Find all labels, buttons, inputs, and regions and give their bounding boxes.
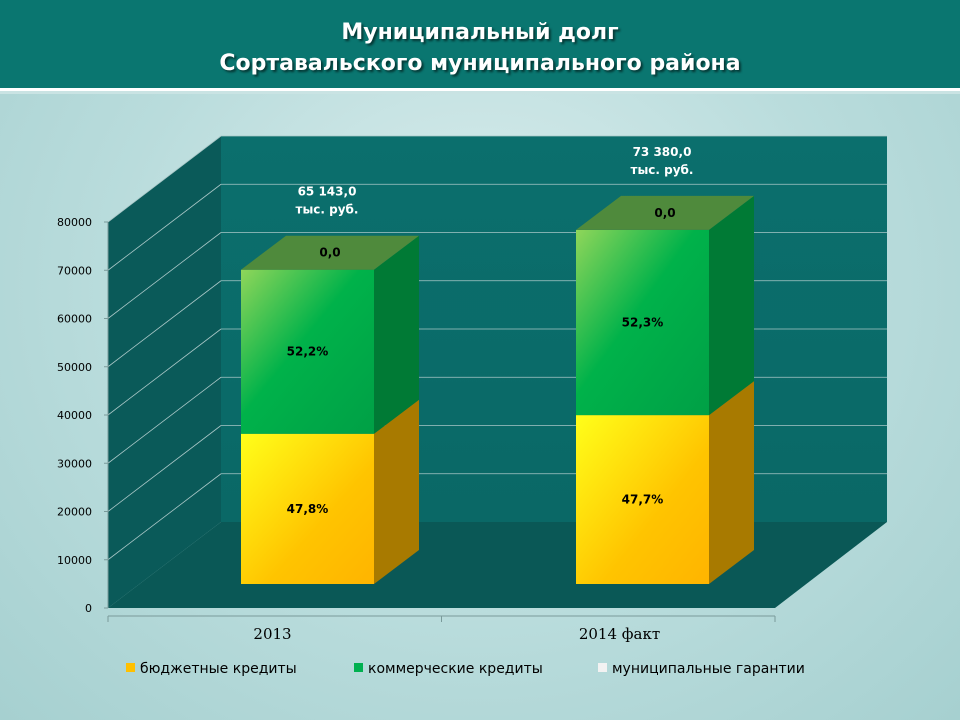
data-label: 47,8%	[287, 502, 329, 516]
legend-entry: коммерческие кредиты	[368, 661, 543, 677]
total-value-label: 65 143,0	[298, 185, 357, 199]
bar-group	[241, 235, 419, 584]
gridline-side	[107, 328, 222, 416]
gridline-side	[107, 376, 222, 464]
x-category-label: 2013	[253, 625, 291, 643]
y-tick-label: 10000	[57, 554, 92, 567]
gridline-side	[107, 232, 222, 319]
bar-top	[241, 235, 419, 270]
title-bar: Муниципальный долг Сортавальского муници…	[0, 0, 960, 91]
legend-swatch	[598, 663, 607, 672]
x-category-label: 2014 факт	[579, 625, 660, 643]
floor	[108, 522, 887, 608]
y-tick-label: 80000	[57, 216, 92, 229]
legend-entry: муниципальные гарантии	[612, 661, 805, 677]
gridline-side	[107, 135, 222, 223]
page-title-line-2: Сортавальского муниципального района	[219, 51, 741, 76]
bar-top	[576, 195, 754, 230]
gridline-side	[107, 425, 222, 512]
total-value-label: 73 380,0	[633, 145, 692, 159]
total-unit-label: тыс. руб.	[295, 203, 358, 217]
chart-walls	[108, 136, 887, 608]
y-tick-label: 0	[85, 602, 92, 615]
y-tick-label: 50000	[57, 361, 92, 374]
bar-segment	[241, 269, 374, 434]
legend-swatch	[354, 663, 363, 672]
bar-segment	[576, 229, 709, 416]
bars: 47,8% 52,2% 0,0 65 143,0 тыс. руб. 47,7% 52,3%…	[241, 145, 754, 584]
bar-group	[576, 195, 754, 584]
y-tick-label: 40000	[57, 409, 92, 422]
bar-segment-side	[374, 399, 419, 584]
total-unit-label: тыс. руб.	[630, 163, 693, 177]
legend-entry: бюджетные кредиты	[140, 661, 297, 677]
bar-segment	[576, 415, 709, 584]
y-tick-label: 30000	[57, 457, 92, 470]
data-label: 0,0	[319, 246, 340, 260]
legend: бюджетные кредиты коммерческие кредиты мун…	[126, 661, 805, 677]
page-title-line-1: Муниципальный долг	[341, 20, 619, 45]
legend-swatch	[126, 663, 135, 672]
y-axis: 0 10000 20000 30000 40000 50000 60000 70000 8000…	[57, 216, 776, 622]
gridline-side	[107, 280, 222, 368]
data-label: 47,7%	[622, 493, 664, 507]
bar-segment-side	[374, 235, 419, 434]
gridline-side	[107, 183, 222, 271]
y-tick-label: 60000	[57, 313, 92, 326]
data-label: 52,2%	[287, 345, 329, 359]
bar-segment-side	[709, 381, 754, 584]
data-label: 0,0	[654, 206, 675, 220]
gridline-side	[107, 473, 222, 561]
bar-segment	[241, 433, 374, 584]
data-label: 52,3%	[622, 316, 664, 330]
y-tick-label: 70000	[57, 264, 92, 277]
y-tick-label: 20000	[57, 506, 92, 519]
x-axis: 2013 2014 факт	[253, 625, 660, 643]
bar-segment-side	[709, 195, 754, 416]
